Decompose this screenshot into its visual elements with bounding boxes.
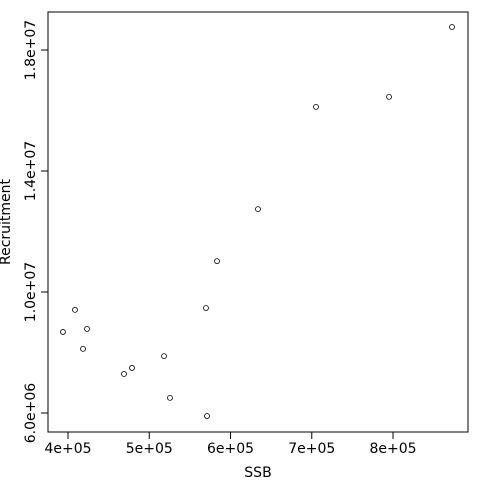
point <box>386 93 392 100</box>
point <box>84 326 90 332</box>
point <box>449 24 455 30</box>
x-tick-label: 5e+05 <box>126 441 173 457</box>
point <box>204 413 210 419</box>
point <box>214 258 220 265</box>
plot-box <box>47 11 469 433</box>
y-axis-label: Recruitment <box>0 178 14 265</box>
point <box>203 305 209 311</box>
point <box>313 103 319 110</box>
point <box>72 306 78 313</box>
point <box>255 206 261 213</box>
y-tick-label: 6.0e+06 <box>23 383 39 444</box>
point <box>167 394 173 401</box>
x-tick-label: 4e+05 <box>44 441 91 457</box>
x-tick-label: 8e+05 <box>369 441 416 457</box>
y-tick-label: 1.8e+07 <box>23 20 39 80</box>
x-axis-label: SSB <box>244 465 271 480</box>
x-tick-label: 6e+05 <box>207 441 254 457</box>
point <box>80 345 86 352</box>
point <box>161 353 167 360</box>
point <box>60 329 66 335</box>
x-tick-label: 7e+05 <box>288 441 335 457</box>
point <box>129 365 135 371</box>
y-tick-label: 1.4e+07 <box>23 141 39 201</box>
point <box>121 371 127 377</box>
y-tick-label: 1.0e+07 <box>23 262 39 322</box>
